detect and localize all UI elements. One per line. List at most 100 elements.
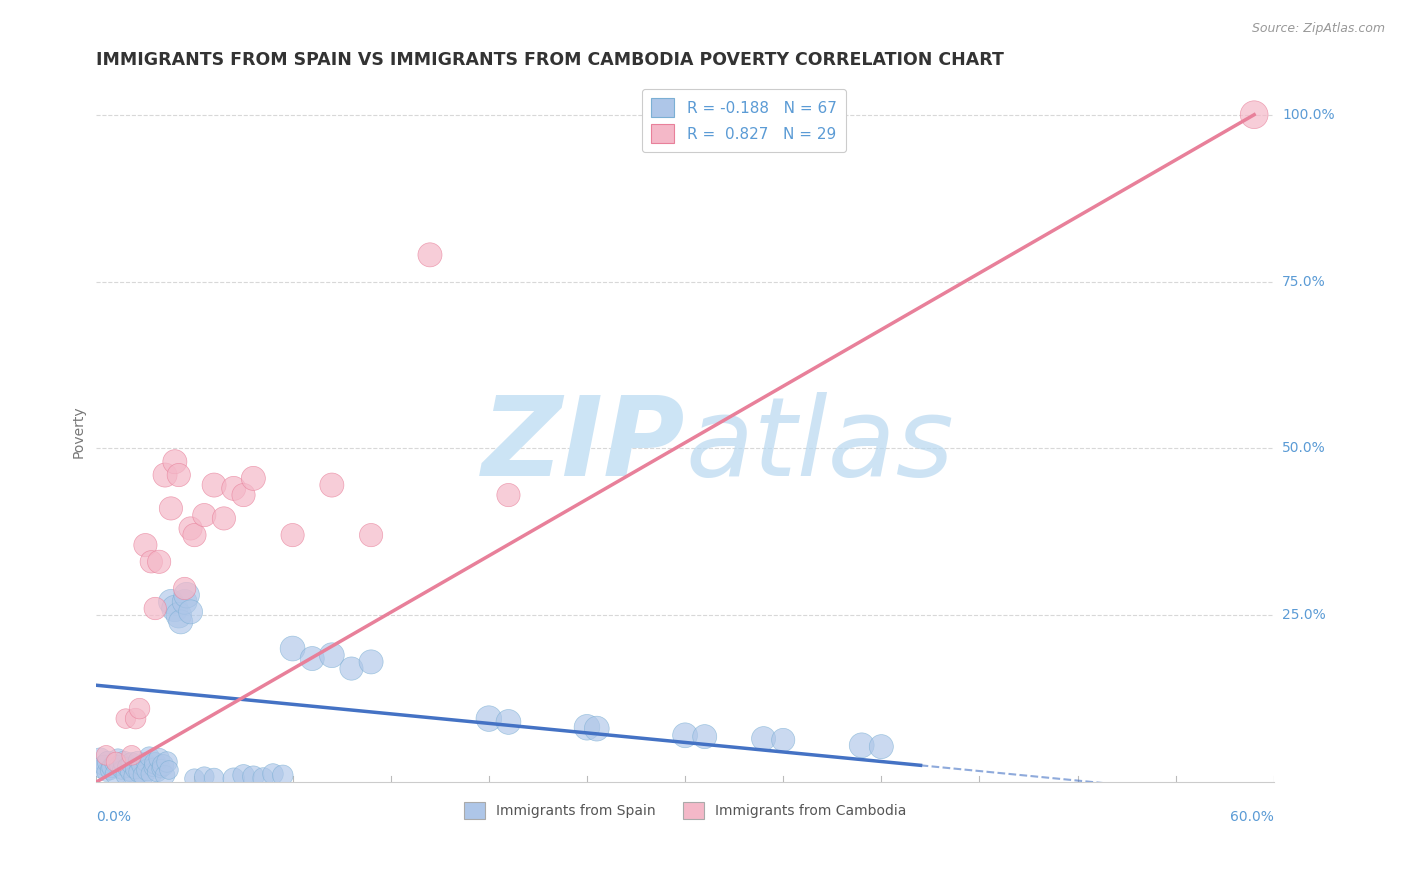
Point	[134, 755, 156, 769]
Point	[96, 764, 118, 779]
Point	[107, 752, 129, 766]
Point	[153, 468, 176, 483]
Point	[1243, 108, 1265, 122]
Point	[193, 508, 215, 522]
Point	[114, 768, 136, 782]
Point	[132, 768, 155, 782]
Text: 100.0%: 100.0%	[1282, 108, 1334, 121]
Point	[128, 764, 150, 779]
Point	[340, 662, 363, 676]
Point	[96, 748, 118, 763]
Text: ZIP: ZIP	[482, 392, 685, 500]
Point	[148, 555, 170, 569]
Point	[143, 601, 166, 615]
Point	[89, 752, 111, 766]
Point	[101, 760, 124, 774]
Point	[156, 755, 179, 769]
Point	[127, 754, 149, 768]
Point	[163, 455, 186, 469]
Point	[112, 755, 135, 769]
Point	[124, 712, 146, 726]
Point	[252, 771, 274, 785]
Point	[124, 762, 146, 776]
Point	[232, 488, 254, 502]
Text: 50.0%: 50.0%	[1282, 442, 1326, 455]
Point	[173, 582, 195, 596]
Point	[152, 758, 174, 772]
Point	[301, 651, 323, 665]
Point	[851, 739, 873, 753]
Text: 25.0%: 25.0%	[1282, 608, 1326, 623]
Point	[281, 641, 304, 656]
Point	[419, 248, 441, 262]
Point	[478, 712, 501, 726]
Point	[673, 728, 696, 742]
Point	[242, 770, 264, 784]
Point	[167, 468, 190, 483]
Point	[202, 771, 225, 785]
Point	[117, 760, 139, 774]
Point	[242, 471, 264, 485]
Text: IMMIGRANTS FROM SPAIN VS IMMIGRANTS FROM CAMBODIA POVERTY CORRELATION CHART: IMMIGRANTS FROM SPAIN VS IMMIGRANTS FROM…	[97, 51, 1004, 69]
Point	[870, 739, 893, 754]
Point	[180, 521, 202, 535]
Legend: Immigrants from Spain, Immigrants from Cambodia: Immigrants from Spain, Immigrants from C…	[458, 796, 912, 824]
Point	[167, 608, 190, 623]
Point	[153, 768, 176, 782]
Point	[136, 763, 159, 777]
Point	[360, 655, 382, 669]
Point	[222, 772, 245, 786]
Point	[193, 770, 215, 784]
Point	[498, 488, 520, 502]
Point	[157, 763, 180, 777]
Point	[134, 538, 156, 552]
Point	[173, 595, 195, 609]
Point	[360, 528, 382, 542]
Point	[232, 768, 254, 782]
Point	[170, 615, 193, 629]
Point	[104, 755, 127, 769]
Point	[97, 755, 120, 769]
Point	[98, 763, 121, 777]
Point	[122, 770, 145, 784]
Point	[148, 752, 170, 766]
Point	[128, 701, 150, 715]
Point	[108, 758, 131, 772]
Point	[143, 756, 166, 771]
Point	[138, 749, 160, 764]
Point	[163, 601, 186, 615]
Point	[321, 648, 343, 663]
Text: 0.0%: 0.0%	[97, 810, 131, 824]
Text: atlas: atlas	[685, 392, 953, 500]
Point	[321, 478, 343, 492]
Point	[114, 712, 136, 726]
Point	[121, 756, 143, 771]
Point	[693, 730, 716, 744]
Point	[585, 722, 607, 736]
Point	[111, 763, 134, 777]
Point	[160, 595, 183, 609]
Point	[103, 756, 125, 771]
Point	[131, 758, 153, 772]
Point	[104, 767, 127, 781]
Point	[183, 772, 205, 786]
Point	[180, 605, 202, 619]
Point	[752, 731, 775, 746]
Point	[202, 478, 225, 492]
Point	[146, 764, 169, 779]
Point	[772, 733, 794, 747]
Text: 60.0%: 60.0%	[1230, 810, 1274, 824]
Point	[262, 767, 284, 781]
Point	[176, 588, 198, 602]
Point	[160, 501, 183, 516]
Point	[121, 748, 143, 763]
Point	[212, 511, 235, 525]
Point	[150, 762, 173, 776]
Point	[142, 760, 165, 774]
Text: 75.0%: 75.0%	[1282, 275, 1326, 288]
Text: Source: ZipAtlas.com: Source: ZipAtlas.com	[1251, 22, 1385, 36]
Point	[141, 555, 163, 569]
Point	[281, 528, 304, 542]
Point	[575, 720, 598, 734]
Point	[93, 758, 115, 772]
